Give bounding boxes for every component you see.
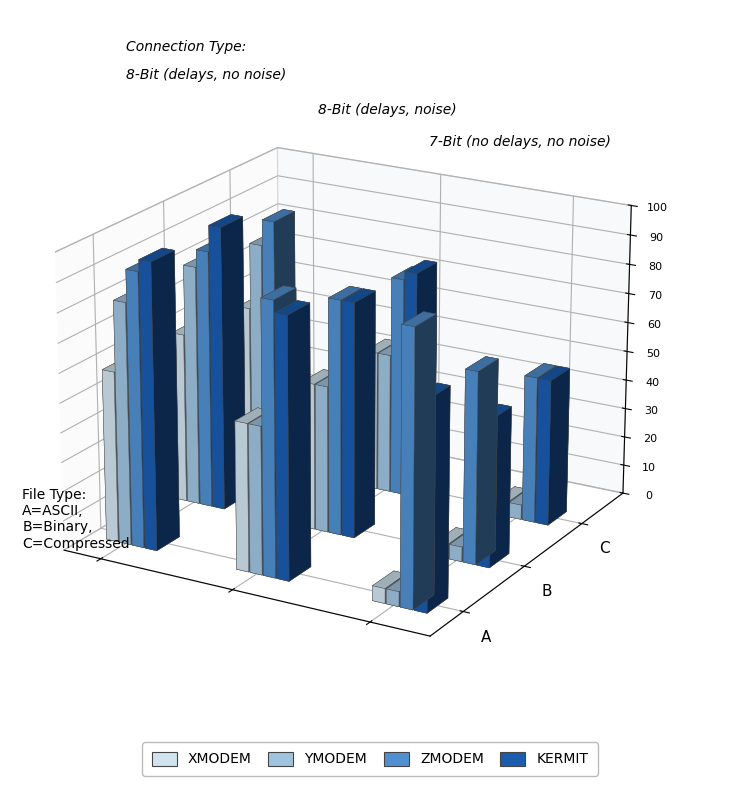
Text: 8-Bit (delays, noise): 8-Bit (delays, noise)	[318, 103, 457, 117]
Text: 7-Bit (no delays, no noise): 7-Bit (no delays, no noise)	[429, 135, 611, 149]
Text: 8-Bit (delays, no noise): 8-Bit (delays, no noise)	[126, 68, 286, 82]
Text: Connection Type:: Connection Type:	[126, 40, 246, 54]
Text: File Type:
A=ASCII,
B=Binary,
C=Compressed: File Type: A=ASCII, B=Binary, C=Compress…	[22, 488, 130, 551]
Legend: XMODEM, YMODEM, ZMODEM, KERMIT: XMODEM, YMODEM, ZMODEM, KERMIT	[142, 742, 598, 776]
